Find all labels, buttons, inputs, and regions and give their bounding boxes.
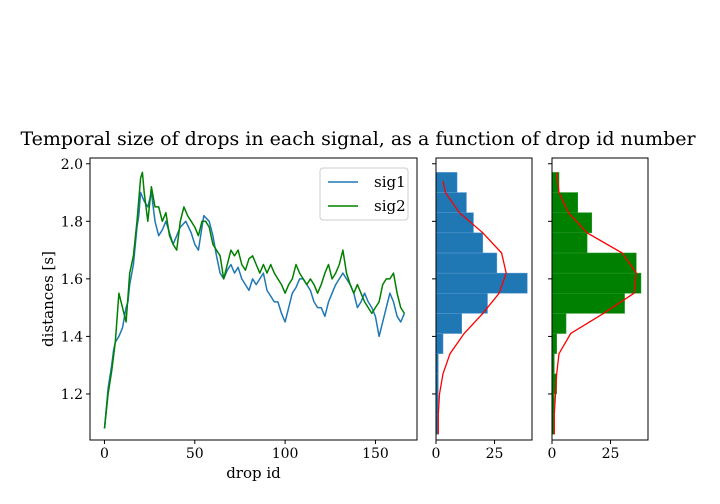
y-tick-label: 1.2	[61, 387, 83, 403]
histogram-frame-sig2	[551, 157, 649, 441]
histogram-bar-sig1	[435, 333, 444, 354]
histogram-bar-sig2	[551, 333, 557, 354]
series-line-sig1	[103, 191, 406, 429]
histogram-bar-sig2	[551, 292, 625, 314]
series-line-sig2	[103, 171, 406, 429]
fit-curve-sig2	[553, 172, 637, 435]
histogram-bar-sig2	[551, 313, 567, 334]
x-tick-label: 100	[272, 446, 299, 462]
histogram-bar-sig1	[435, 172, 458, 193]
y-tick-label: 1.6	[61, 272, 83, 288]
histogram-bar-sig1	[435, 212, 474, 234]
x-tick-label: 25	[602, 446, 620, 462]
histogram-bar-sig1	[435, 313, 463, 334]
y-tick-label: 1.8	[61, 214, 83, 230]
x-tick-label: 0	[432, 446, 441, 462]
x-tick-label: 150	[362, 446, 389, 462]
chart-title: Temporal size of drops in each signal, a…	[20, 128, 696, 150]
y-tick-label: 2.0	[61, 157, 83, 173]
histogram-bar-sig1	[435, 232, 484, 254]
histogram-frame-sig1	[435, 157, 533, 441]
legend-box	[319, 167, 409, 221]
histogram-bar-sig1	[435, 272, 528, 294]
x-tick-label: 25	[486, 446, 504, 462]
main-line-chart: 0 50 100 150 1.2 1.4 1.6 1.8 2.0 drop id distances…	[39, 157, 418, 482]
histogram-bar-sig1	[435, 292, 488, 314]
histogram-sig1: 0 25	[432, 157, 533, 462]
legend-label-sig1: sig1	[374, 173, 406, 191]
histogram-bar-sig1	[435, 192, 467, 213]
histogram-bar-sig1	[435, 252, 498, 274]
x-tick-label: 0	[100, 446, 109, 462]
x-tick-label: 50	[186, 446, 204, 462]
histogram-bar-sig2	[551, 192, 579, 213]
x-tick-label: 0	[548, 446, 557, 462]
y-tick-label: 1.4	[61, 329, 83, 345]
histogram-sig2: 0 25	[548, 157, 649, 462]
fit-curve-sig1	[437, 180, 507, 435]
x-axis-label: drop id	[226, 464, 281, 482]
legend-label-sig2: sig2	[374, 197, 406, 215]
histogram-bar-sig2	[551, 272, 642, 294]
histogram-bar-sig2	[551, 232, 588, 254]
main-plot-frame	[89, 157, 418, 441]
y-axis-label: distances [s]	[39, 251, 57, 347]
